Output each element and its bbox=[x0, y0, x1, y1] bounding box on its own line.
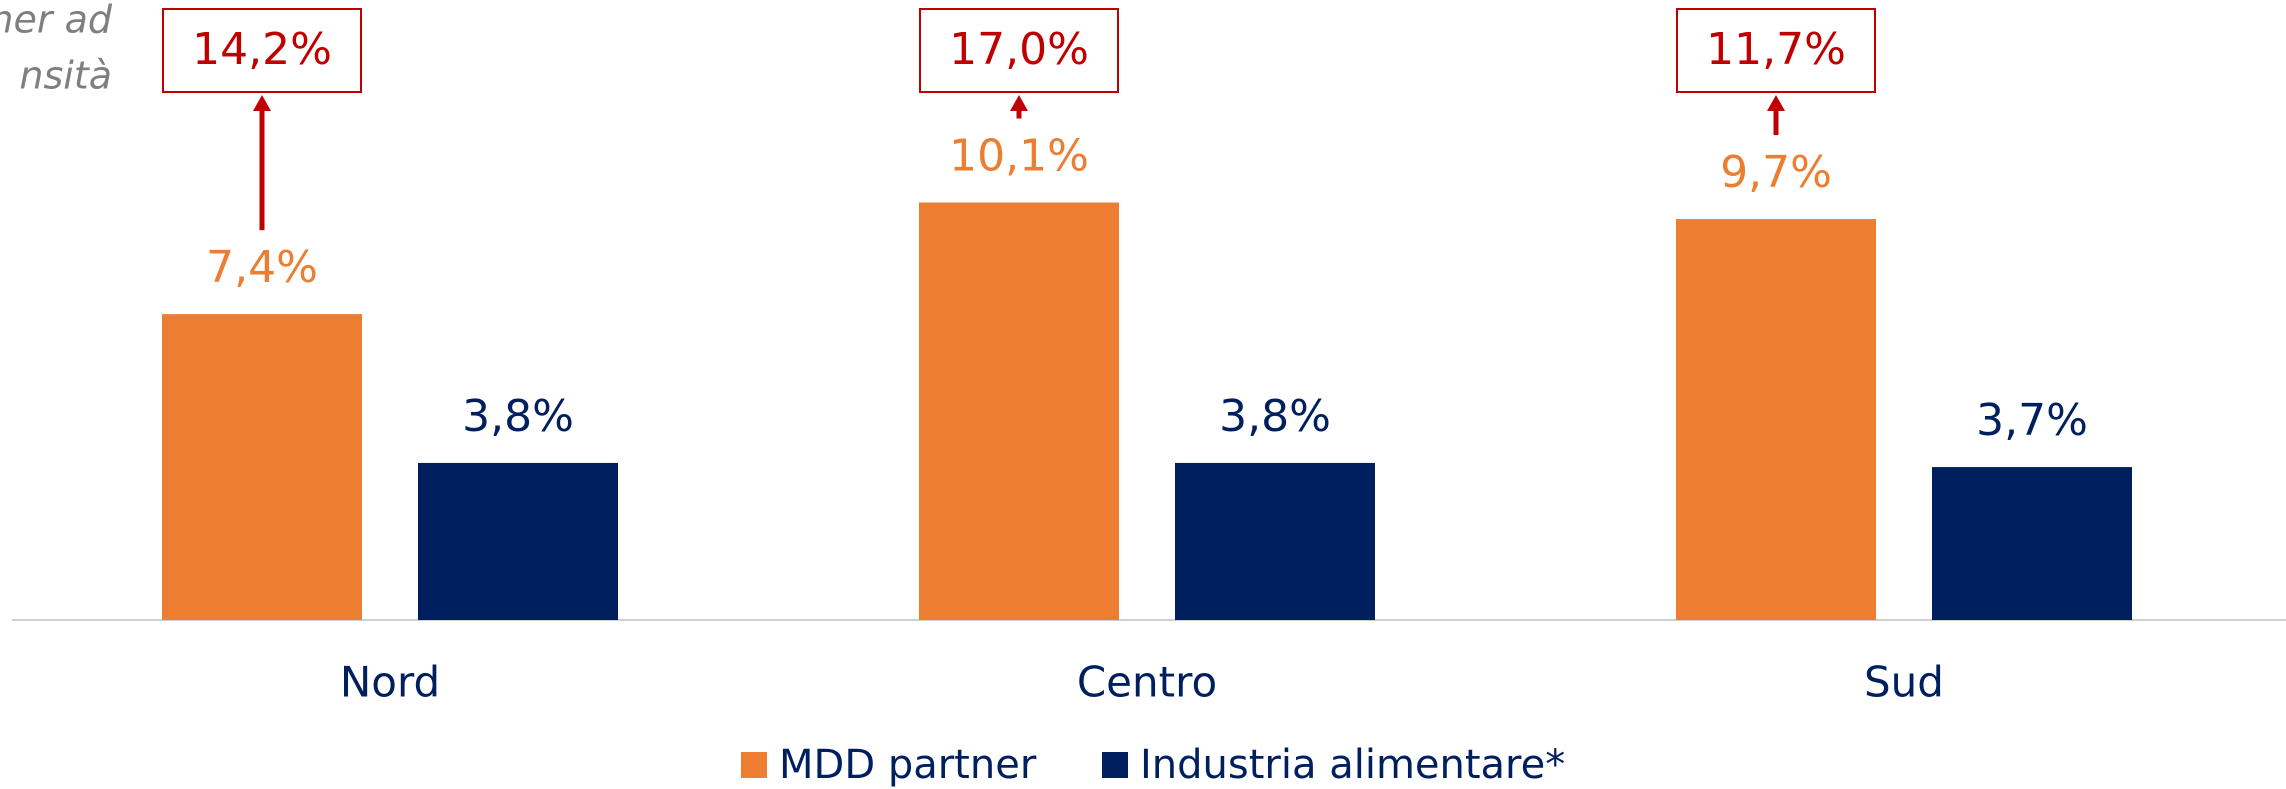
value-label: 3,8% bbox=[462, 391, 574, 442]
annotation-arrowhead bbox=[253, 95, 271, 111]
bar bbox=[162, 314, 362, 620]
annotation-label: 17,0% bbox=[949, 24, 1089, 75]
annotation-box bbox=[919, 8, 1119, 93]
legend-swatch bbox=[741, 752, 767, 778]
bar bbox=[418, 462, 618, 620]
cropped-text: ner ad bbox=[0, 0, 113, 42]
annotation-arrowhead bbox=[1767, 95, 1785, 111]
x-tick-label: Sud bbox=[1864, 658, 1944, 707]
x-tick-label: Centro bbox=[1077, 658, 1217, 707]
legend-swatch bbox=[1102, 752, 1128, 778]
value-label: 3,7% bbox=[1976, 395, 2088, 446]
value-label: 3,8% bbox=[1219, 391, 1331, 442]
bar bbox=[1932, 467, 2132, 620]
x-tick-label: Nord bbox=[340, 658, 440, 707]
bar bbox=[1175, 462, 1375, 620]
annotation-label: 11,7% bbox=[1706, 24, 1846, 75]
bar bbox=[1676, 219, 1876, 621]
value-label: 7,4% bbox=[206, 242, 318, 293]
bar bbox=[919, 202, 1119, 621]
annotation-box bbox=[162, 8, 362, 93]
value-label: 9,7% bbox=[1720, 147, 1832, 198]
legend-label: MDD partner bbox=[779, 742, 1037, 788]
annotation-arrowhead bbox=[1010, 95, 1028, 111]
cropped-text: nsità bbox=[19, 54, 112, 98]
value-label: 10,1% bbox=[949, 131, 1089, 182]
annotation-label: 14,2% bbox=[192, 24, 332, 75]
annotation-box bbox=[1676, 8, 1876, 93]
legend-label: Industria alimentare* bbox=[1140, 742, 1565, 788]
